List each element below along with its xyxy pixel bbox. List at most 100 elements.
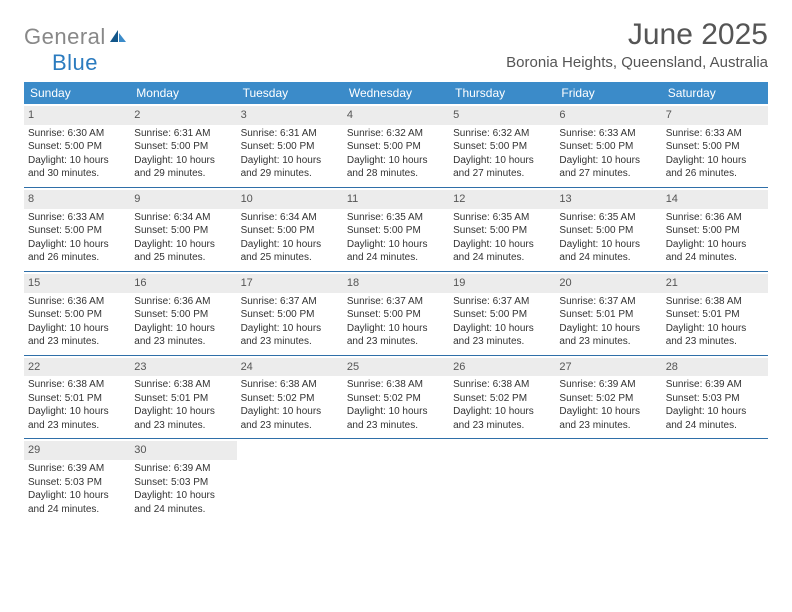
dow-friday: Friday [555,82,661,104]
sunset-text: Sunset: 5:00 PM [453,140,551,154]
title-block: June 2025 Boronia Heights, Queensland, A… [506,18,768,71]
daylight-text: Daylight: 10 hours and 27 minutes. [559,154,657,181]
daylight-text: Daylight: 10 hours and 26 minutes. [28,238,126,265]
sunrise-text: Sunrise: 6:37 AM [241,295,339,309]
sunset-text: Sunset: 5:00 PM [28,140,126,154]
daylight-text: Daylight: 10 hours and 23 minutes. [559,322,657,349]
day-cell: 14Sunrise: 6:36 AMSunset: 5:00 PMDayligh… [662,188,768,271]
day-cell: 7Sunrise: 6:33 AMSunset: 5:00 PMDaylight… [662,104,768,187]
day-number: 9 [134,193,140,205]
calendar: Sunday Monday Tuesday Wednesday Thursday… [24,82,768,522]
day-number-row: 4 [343,106,449,125]
day-number: 8 [28,193,34,205]
day-cell: 27Sunrise: 6:39 AMSunset: 5:02 PMDayligh… [555,356,661,439]
daylight-text: Daylight: 10 hours and 23 minutes. [666,322,764,349]
dow-saturday: Saturday [662,82,768,104]
sunrise-text: Sunrise: 6:37 AM [347,295,445,309]
day-number: 17 [241,277,253,289]
dow-monday: Monday [130,82,236,104]
day-cell: 6Sunrise: 6:33 AMSunset: 5:00 PMDaylight… [555,104,661,187]
day-cell: 25Sunrise: 6:38 AMSunset: 5:02 PMDayligh… [343,356,449,439]
sunset-text: Sunset: 5:00 PM [241,140,339,154]
day-cell [555,439,661,522]
day-cell: 9Sunrise: 6:34 AMSunset: 5:00 PMDaylight… [130,188,236,271]
day-number: 3 [241,109,247,121]
day-cell: 8Sunrise: 6:33 AMSunset: 5:00 PMDaylight… [24,188,130,271]
sunset-text: Sunset: 5:02 PM [347,392,445,406]
logo: GeneralBlue [24,24,128,76]
day-cell [237,439,343,522]
sunrise-text: Sunrise: 6:31 AM [134,127,232,141]
day-number-row: 16 [130,274,236,293]
daylight-text: Daylight: 10 hours and 23 minutes. [134,322,232,349]
day-number-row: 22 [24,358,130,377]
sunrise-text: Sunrise: 6:34 AM [241,211,339,225]
daylight-text: Daylight: 10 hours and 23 minutes. [134,405,232,432]
sunset-text: Sunset: 5:00 PM [28,308,126,322]
daylight-text: Daylight: 10 hours and 24 minutes. [559,238,657,265]
dow-tuesday: Tuesday [237,82,343,104]
sunrise-text: Sunrise: 6:31 AM [241,127,339,141]
daylight-text: Daylight: 10 hours and 24 minutes. [666,405,764,432]
day-number: 13 [559,193,571,205]
day-number: 23 [134,361,146,373]
day-number: 10 [241,193,253,205]
day-cell: 30Sunrise: 6:39 AMSunset: 5:03 PMDayligh… [130,439,236,522]
sunrise-text: Sunrise: 6:38 AM [453,378,551,392]
day-cell: 2Sunrise: 6:31 AMSunset: 5:00 PMDaylight… [130,104,236,187]
logo-text-blue: Blue [52,50,98,75]
week-row: 8Sunrise: 6:33 AMSunset: 5:00 PMDaylight… [24,187,768,271]
daylight-text: Daylight: 10 hours and 24 minutes. [134,489,232,516]
daylight-text: Daylight: 10 hours and 27 minutes. [453,154,551,181]
day-cell: 15Sunrise: 6:36 AMSunset: 5:00 PMDayligh… [24,272,130,355]
day-number: 15 [28,277,40,289]
day-cell: 20Sunrise: 6:37 AMSunset: 5:01 PMDayligh… [555,272,661,355]
day-number-row: 11 [343,190,449,209]
day-number: 4 [347,109,353,121]
sunrise-text: Sunrise: 6:36 AM [134,295,232,309]
day-number: 6 [559,109,565,121]
daylight-text: Daylight: 10 hours and 23 minutes. [241,405,339,432]
day-cell: 19Sunrise: 6:37 AMSunset: 5:00 PMDayligh… [449,272,555,355]
sunrise-text: Sunrise: 6:39 AM [559,378,657,392]
day-number-row: 30 [130,441,236,460]
day-number: 12 [453,193,465,205]
day-cell: 3Sunrise: 6:31 AMSunset: 5:00 PMDaylight… [237,104,343,187]
daylight-text: Daylight: 10 hours and 28 minutes. [347,154,445,181]
day-number: 30 [134,444,146,456]
day-number-row: 24 [237,358,343,377]
sunrise-text: Sunrise: 6:37 AM [453,295,551,309]
location: Boronia Heights, Queensland, Australia [506,54,768,71]
sunrise-text: Sunrise: 6:39 AM [28,462,126,476]
sunrise-text: Sunrise: 6:36 AM [28,295,126,309]
day-number-row: 9 [130,190,236,209]
day-cell: 12Sunrise: 6:35 AMSunset: 5:00 PMDayligh… [449,188,555,271]
daylight-text: Daylight: 10 hours and 23 minutes. [347,405,445,432]
dow-thursday: Thursday [449,82,555,104]
sunset-text: Sunset: 5:00 PM [347,224,445,238]
day-number: 20 [559,277,571,289]
day-number-row: 15 [24,274,130,293]
sunrise-text: Sunrise: 6:34 AM [134,211,232,225]
sunset-text: Sunset: 5:03 PM [666,392,764,406]
day-number-row: 3 [237,106,343,125]
sunrise-text: Sunrise: 6:36 AM [666,211,764,225]
daylight-text: Daylight: 10 hours and 25 minutes. [241,238,339,265]
week-row: 29Sunrise: 6:39 AMSunset: 5:03 PMDayligh… [24,438,768,522]
day-number: 22 [28,361,40,373]
sunset-text: Sunset: 5:01 PM [28,392,126,406]
day-cell: 26Sunrise: 6:38 AMSunset: 5:02 PMDayligh… [449,356,555,439]
sunrise-text: Sunrise: 6:38 AM [134,378,232,392]
day-number: 24 [241,361,253,373]
day-number-row: 28 [662,358,768,377]
day-number: 16 [134,277,146,289]
sunset-text: Sunset: 5:01 PM [559,308,657,322]
day-cell [662,439,768,522]
sunset-text: Sunset: 5:00 PM [134,140,232,154]
day-cell: 4Sunrise: 6:32 AMSunset: 5:00 PMDaylight… [343,104,449,187]
daylight-text: Daylight: 10 hours and 24 minutes. [28,489,126,516]
day-number: 26 [453,361,465,373]
daylight-text: Daylight: 10 hours and 23 minutes. [347,322,445,349]
sunset-text: Sunset: 5:00 PM [134,308,232,322]
daylight-text: Daylight: 10 hours and 24 minutes. [666,238,764,265]
